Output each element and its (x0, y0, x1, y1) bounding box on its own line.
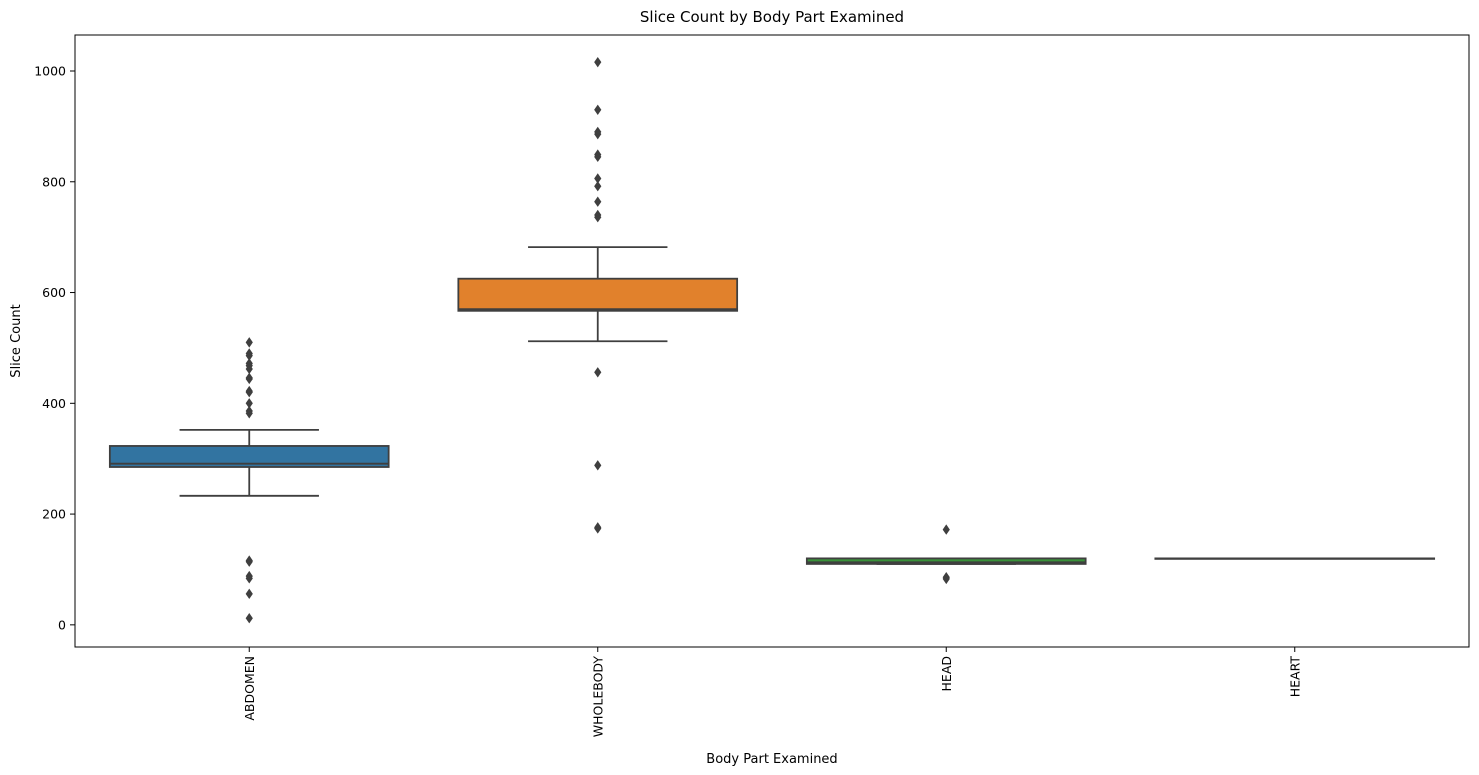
outlier-point (245, 350, 253, 361)
outlier-point (245, 556, 253, 567)
box-group-heart (1154, 557, 1436, 560)
outlier-point (245, 373, 253, 385)
outlier-point (245, 363, 253, 375)
outlier-point (594, 151, 602, 163)
y-tick-label: 0 (58, 617, 66, 632)
box-head (805, 557, 1087, 565)
outlier-point (594, 181, 602, 192)
box-group-wholebody (457, 56, 739, 534)
y-tick-label: 1000 (34, 64, 66, 79)
plot-frame (74, 34, 1470, 648)
outlier-point (594, 196, 602, 207)
outlier-point (594, 523, 602, 534)
outlier-point (594, 56, 602, 68)
outlier-point (594, 460, 602, 471)
outlier-point (942, 573, 950, 585)
box-group-head (805, 524, 1087, 585)
y-tick-label: 200 (42, 507, 66, 522)
outlier-point (245, 408, 253, 419)
outlier-point (245, 337, 253, 348)
plot-area (108, 56, 1436, 624)
outlier-point (245, 613, 253, 624)
outlier-point (594, 128, 602, 140)
outlier-point (942, 524, 950, 535)
x-tick-label-heart: HEART (1287, 656, 1302, 698)
outlier-point (594, 212, 602, 223)
outlier-point (245, 398, 253, 409)
outlier-point (594, 367, 602, 378)
outlier-point (594, 104, 602, 115)
box-wholebody (457, 277, 739, 312)
outlier-point (594, 173, 602, 184)
y-tick-label: 800 (42, 174, 66, 189)
x-tick-label-head: HEAD (939, 656, 954, 691)
x-axis-label: Body Part Examined (706, 752, 837, 767)
box-abdomen (108, 445, 390, 468)
y-tick-label: 400 (42, 396, 66, 411)
x-tick-label-wholebody: WHOLEBODY (590, 656, 605, 738)
y-axis-label: Slice Count (9, 304, 24, 377)
outlier-point (245, 573, 253, 584)
x-tick-label-abdomen: ABDOMEN (242, 656, 257, 721)
outlier-point (245, 387, 253, 398)
outlier-point (245, 588, 253, 600)
y-axis: 0 200 400 600 800 1000 (34, 64, 75, 632)
x-axis: ABDOMEN WHOLEBODY HEAD HEART (242, 647, 1302, 738)
chart-title: Slice Count by Body Part Examined (640, 8, 904, 26)
box-group-abdomen (108, 337, 390, 624)
y-tick-label: 600 (42, 285, 66, 300)
